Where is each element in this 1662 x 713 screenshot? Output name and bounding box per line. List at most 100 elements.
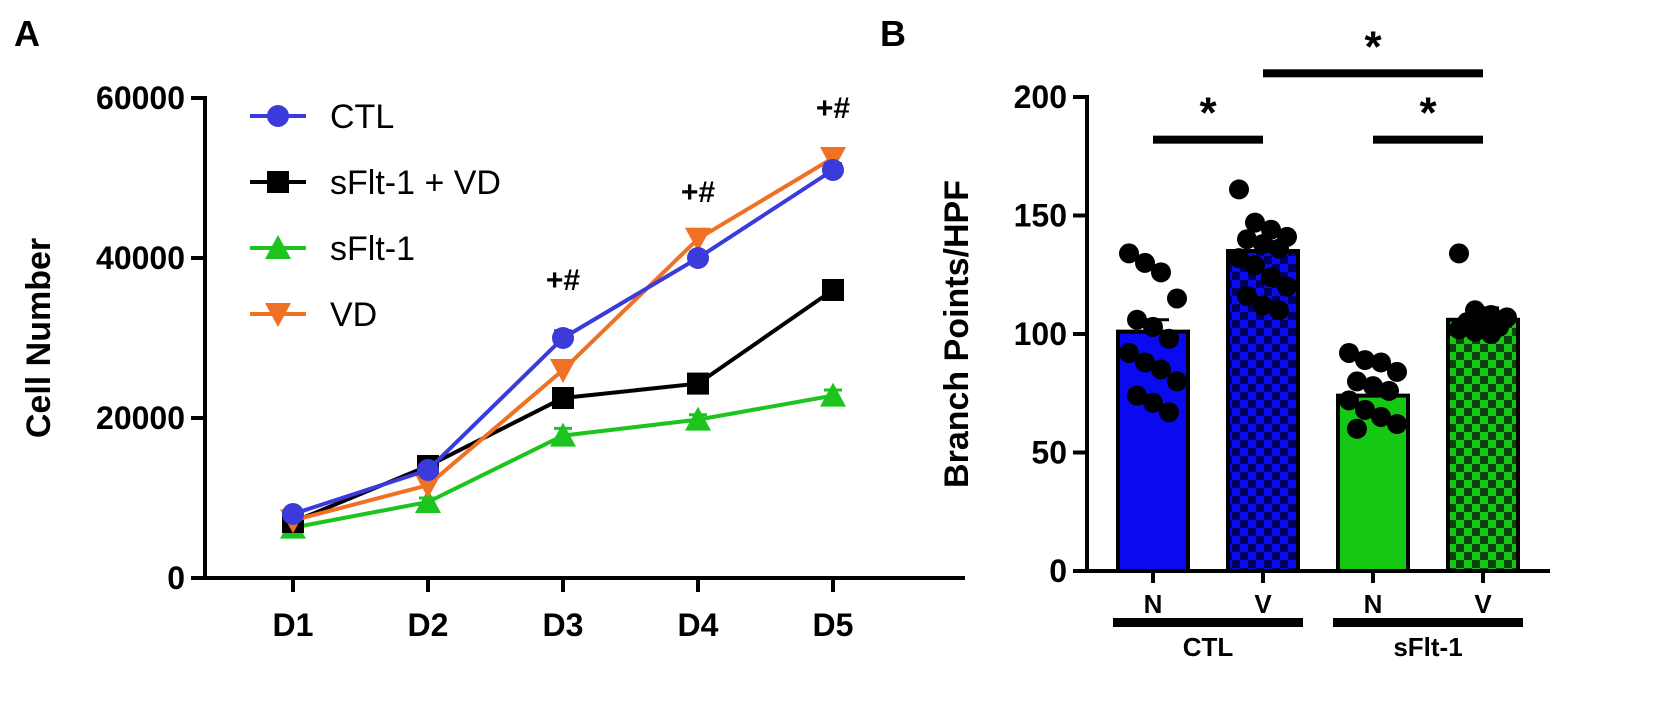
- x-tick-label: N: [1144, 589, 1163, 619]
- data-point: [552, 387, 574, 409]
- significance-annotation: +#: [546, 264, 581, 297]
- data-point: [552, 327, 574, 349]
- bar-group: [1336, 342, 1410, 573]
- panel-b-label: B: [880, 13, 906, 54]
- data-point: [1135, 352, 1155, 373]
- data-point: [820, 382, 846, 407]
- panel-a-annotations: +# +# +#: [546, 92, 851, 297]
- data-point: [1269, 300, 1289, 321]
- data-point: [1347, 418, 1367, 439]
- data-point: [1143, 392, 1163, 413]
- bar: [1446, 317, 1520, 573]
- y-tick-label: 0: [1049, 553, 1067, 589]
- legend-label: VD: [330, 296, 377, 334]
- significance-star: *: [1199, 89, 1217, 138]
- data-point: [1261, 267, 1281, 288]
- group-label: CTL: [1183, 632, 1234, 662]
- data-point: [1151, 359, 1171, 380]
- data-point: [1237, 229, 1257, 250]
- y-axis-title: Branch Points/HPF: [938, 180, 976, 488]
- y-tick-label: 50: [1031, 435, 1067, 471]
- data-point: [550, 422, 576, 447]
- data-point: [685, 406, 711, 431]
- significance-star: *: [1364, 22, 1382, 71]
- data-point: [1229, 248, 1249, 269]
- legend-label: CTL: [330, 98, 394, 136]
- data-point: [1481, 324, 1501, 344]
- data-point: [1387, 414, 1407, 435]
- data-point: [417, 459, 439, 481]
- data-point: [822, 279, 844, 301]
- data-point: [1127, 309, 1147, 330]
- data-point: [1253, 233, 1273, 254]
- data-point: [1237, 286, 1257, 307]
- data-point: [1151, 262, 1171, 283]
- data-point: [1159, 328, 1179, 349]
- data-point: [1363, 376, 1383, 397]
- panel-a-series: [280, 147, 846, 539]
- legend-item: sFlt-1: [250, 230, 415, 268]
- significance-star: *: [1419, 89, 1437, 138]
- data-point: [1269, 238, 1289, 259]
- data-point: [1135, 252, 1155, 273]
- panel-a-legend: CTL sFlt-1 + VD sFlt-1 VD: [250, 98, 501, 334]
- series-ctl: [282, 159, 844, 525]
- significance-bar: [1153, 135, 1263, 144]
- data-point: [1339, 342, 1359, 363]
- group-label: sFlt-1: [1393, 632, 1462, 662]
- data-point: [1253, 295, 1273, 316]
- significance-annotation: +#: [816, 92, 851, 125]
- significance-bar: [1263, 69, 1483, 78]
- series-line: [292, 393, 834, 530]
- data-point: [1159, 402, 1179, 423]
- data-point: [1277, 276, 1297, 297]
- legend-marker: [267, 105, 289, 127]
- legend-marker: [265, 303, 291, 327]
- panel-b-bars: [1116, 179, 1520, 574]
- x-tick-label: D3: [543, 607, 584, 643]
- x-tick-label: D5: [813, 607, 854, 643]
- series-sflt-1: [280, 382, 846, 539]
- x-tick-label: N: [1364, 589, 1383, 619]
- panel-a-axes: 0 20000 40000 60000 D1 D2 D3 D4 D5 Cell Number: [20, 80, 965, 643]
- data-point: [822, 159, 844, 181]
- x-tick-label: D1: [273, 607, 314, 643]
- data-point: [1167, 371, 1187, 392]
- series-vd: [280, 147, 846, 534]
- bar-group: [1446, 243, 1520, 573]
- y-tick-label: 0: [167, 560, 185, 596]
- data-point: [1229, 179, 1249, 200]
- significance-annotation: +#: [681, 176, 716, 209]
- x-tick-label: V: [1474, 589, 1492, 619]
- data-point: [685, 227, 711, 252]
- panel-b-axes: 0 50 100 150 200 N V N V CTL sFlt-1 Branch Points/H…: [938, 79, 1550, 662]
- panel-a-label: A: [14, 13, 40, 54]
- data-point: [1371, 406, 1391, 427]
- legend-marker: [267, 171, 289, 193]
- data-point: [1347, 371, 1367, 392]
- bar-chart-panel-b: 0 50 100 150 200 N V N V CTL sFlt-1 Branch Points/H…: [938, 22, 1550, 662]
- data-point: [1387, 361, 1407, 382]
- data-point: [1245, 212, 1265, 233]
- data-point: [1339, 390, 1359, 411]
- data-point: [1449, 243, 1469, 264]
- y-tick-label: 20000: [96, 400, 185, 436]
- bar-group: [1226, 179, 1300, 574]
- line-chart-panel-a: 0 20000 40000 60000 D1 D2 D3 D4 D5 Cell Number +#…: [20, 80, 965, 643]
- y-tick-label: 200: [1014, 79, 1067, 115]
- data-point: [415, 489, 441, 513]
- legend-item: VD: [250, 296, 377, 334]
- data-point: [687, 247, 709, 269]
- y-axis-title: Cell Number: [20, 238, 58, 438]
- data-point: [1379, 380, 1399, 401]
- x-tick-label: D2: [408, 607, 449, 643]
- legend-item: CTL: [250, 98, 394, 136]
- data-point: [1143, 316, 1163, 337]
- data-point: [1449, 319, 1469, 340]
- data-point: [1167, 288, 1187, 309]
- data-point: [415, 474, 441, 499]
- data-point: [687, 372, 709, 395]
- data-point: [550, 359, 576, 383]
- y-tick-label: 150: [1014, 198, 1067, 234]
